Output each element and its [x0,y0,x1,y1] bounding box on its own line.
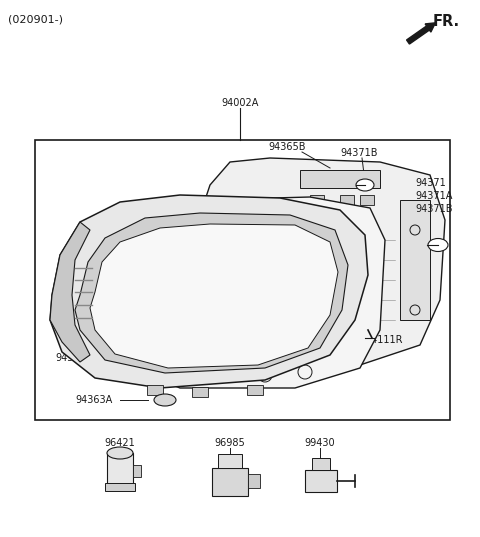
Polygon shape [195,158,445,368]
Ellipse shape [356,179,374,191]
Ellipse shape [278,241,362,329]
Bar [345,305,353,311]
Bar [310,195,324,205]
Bar [305,470,337,492]
Text: 94111R: 94111R [365,335,403,345]
Bar [218,454,242,468]
FancyArrow shape [407,23,435,44]
Text: 94360B: 94360B [115,222,152,232]
Ellipse shape [154,394,176,406]
Text: 94371
94371A
94371B: 94371 94371A 94371B [415,178,453,214]
Ellipse shape [428,238,448,251]
Bar [400,200,430,320]
Bar [35,140,450,420]
Text: (020901-): (020901-) [8,14,63,24]
Text: 94370: 94370 [55,353,86,363]
Polygon shape [50,195,368,388]
Bar [360,195,374,205]
Text: 94002A: 94002A [221,98,259,108]
Text: 94365B: 94365B [268,142,305,152]
Polygon shape [125,197,385,388]
Bar [105,483,135,491]
Bar [133,465,141,477]
Bar [345,280,353,286]
Text: 94371B: 94371B [340,148,377,158]
Bar [192,387,208,397]
Ellipse shape [107,447,133,459]
Bar [300,170,380,188]
Bar [312,458,330,470]
Bar [247,385,263,395]
Text: FR.: FR. [433,14,460,29]
Polygon shape [90,224,338,368]
Bar [147,385,163,395]
Text: 94363A: 94363A [75,395,112,405]
Ellipse shape [171,244,269,346]
Text: 96985: 96985 [215,438,245,448]
Bar [248,474,260,488]
Bar [107,453,133,485]
Polygon shape [50,222,90,362]
Text: 99430: 99430 [305,438,336,448]
Bar [345,255,353,261]
Bar [340,195,354,205]
Ellipse shape [155,227,285,363]
Bar [212,468,248,496]
Text: 96421: 96421 [105,438,135,448]
Polygon shape [75,213,348,373]
